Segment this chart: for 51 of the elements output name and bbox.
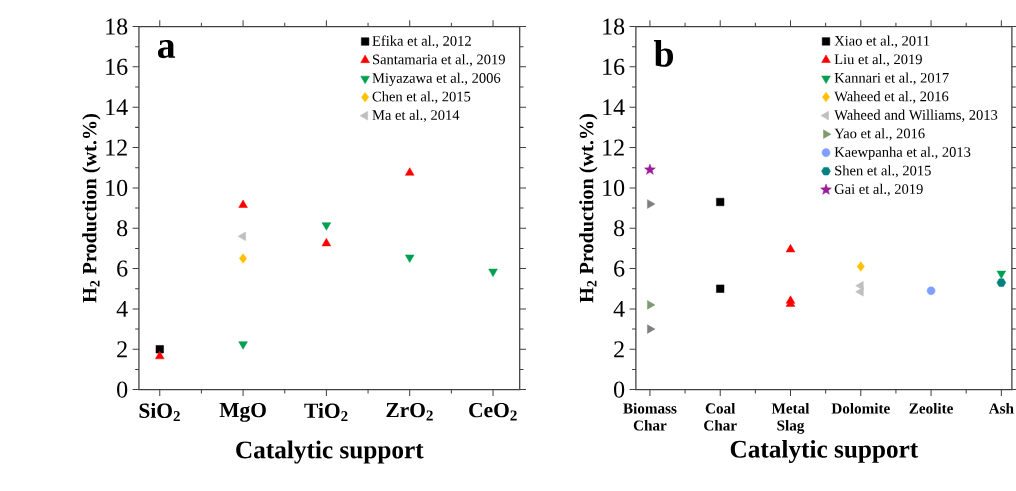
legend-label: Miyazawa et al., 2006 [372, 72, 501, 87]
legend-label: Ma et al., 2014 [372, 109, 460, 123]
legend-label: Yao et al., 2016 [834, 128, 925, 141]
legend-label: Waheed and Williams, 2013 [834, 109, 998, 123]
y-tick-label: 8 [117, 220, 128, 237]
x-axis-title: Catalytic support [236, 440, 424, 464]
y-tick-label: 2 [614, 341, 624, 358]
y-tick-label: 8 [614, 220, 625, 237]
y-tick-label: 16 [603, 58, 625, 76]
y-axis-title: H$_{2}$ Production (wt.%) [82, 114, 101, 303]
y-axis-title: H$_{2}$ Production (wt.%) [579, 114, 598, 303]
legend-label: Liu et al., 2019 [834, 54, 922, 67]
x-tick-label: ZrO$_{2}$ [386, 403, 433, 421]
legend-label: Chen et al., 2015 [372, 91, 471, 104]
x-tick-label: Zeolite [909, 403, 953, 414]
y-tick-label: 10 [106, 179, 128, 197]
legend-label: Efika et al., 2012 [372, 35, 471, 49]
y-tick-label: 6 [117, 260, 128, 277]
legend-label: Waheed et al., 2016 [834, 91, 949, 104]
y-tick-label: 14 [106, 99, 128, 116]
y-tick-label: 18 [106, 18, 128, 35]
x-tick-label: TiO$_{2}$ [304, 403, 348, 422]
x-tick-label: SiO$_{2}$ [139, 403, 180, 422]
legend-label: Kaewpanha et al., 2013 [834, 146, 971, 161]
legend-label: Santamaria et al., 2019 [372, 54, 505, 67]
y-tick-label: 0 [117, 381, 128, 398]
x-tick-label: Metal Slag [771, 403, 810, 434]
x-tick-label: Dolomite [831, 403, 890, 414]
legend-label: Gai et al., 2019 [834, 183, 923, 197]
chart-title: a [157, 40, 176, 59]
legend-label: Kannari et al., 2017 [834, 72, 949, 86]
y-tick-label: 2 [117, 341, 127, 358]
x-tick-label: CeO$_{2}$ [469, 403, 517, 421]
y-tick-label: 14 [603, 99, 625, 116]
x-tick-label: Biomass Char [623, 403, 677, 431]
y-tick-label: 18 [603, 18, 625, 35]
y-tick-label: 4 [116, 301, 128, 317]
x-tick-label: Coal Char [704, 403, 737, 431]
x-tick-label: Ash [988, 403, 1014, 414]
y-tick-label: 16 [106, 58, 128, 76]
x-axis-title: Catalytic support [730, 440, 919, 464]
y-tick-label: 4 [613, 301, 625, 317]
legend-label: Xiao et al., 2011 [834, 35, 930, 48]
x-tick-label: MgO [219, 403, 266, 423]
y-tick-label: 6 [614, 260, 625, 277]
legend-label: Shen et al., 2015 [835, 165, 931, 178]
chart-title: b [653, 40, 674, 67]
y-tick-label: 10 [603, 179, 625, 197]
y-tick-label: 12 [106, 139, 127, 156]
y-tick-label: 0 [614, 381, 625, 398]
y-tick-label: 12 [603, 139, 624, 156]
